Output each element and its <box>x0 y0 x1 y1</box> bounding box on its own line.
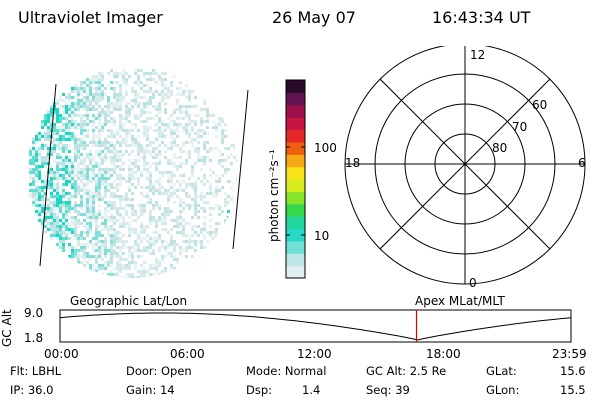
colorbar-band <box>286 228 305 242</box>
colorbar-band <box>286 203 305 217</box>
uv-image-panel <box>29 69 249 278</box>
colorbar <box>285 79 306 279</box>
colorbar-band <box>286 191 305 205</box>
colorbar-band <box>286 104 305 118</box>
colorbar-band <box>286 141 305 155</box>
mlt-label-0: 0 <box>469 276 477 290</box>
timeline-frame <box>59 309 572 343</box>
timeline-left-label: Geographic Lat/Lon <box>70 294 188 308</box>
colorbar-band <box>286 117 305 131</box>
lat-label-70: 70 <box>512 120 528 134</box>
colorbar-frame <box>285 79 306 279</box>
polar-diagonal-2 <box>379 78 551 250</box>
dsp-value: 1.4 <box>302 383 321 397</box>
timeline-ytick-bottom: 1.8 <box>24 331 44 345</box>
timeline-xtick-0000: 00:00 <box>44 347 79 361</box>
glon-value: 15.5 <box>560 383 586 397</box>
polar-grid-plot <box>344 46 586 285</box>
door-readout: Door: Open <box>126 364 192 378</box>
colorbar-band <box>286 92 305 106</box>
colorbar-tick-10: 10 <box>314 229 330 243</box>
mlt-label-12: 12 <box>470 48 486 62</box>
timeline-ylabel: GC Alt <box>0 309 14 347</box>
gc-alt-readout: GC Alt: 2.5 Re <box>366 364 447 378</box>
colorbar-band <box>286 154 305 168</box>
uv-image-speckles <box>29 69 238 278</box>
timeline-xtick-0600: 06:00 <box>170 347 205 361</box>
mlt-label-6: 6 <box>578 156 586 170</box>
time-label: 16:43:34 UT <box>432 8 531 27</box>
timeline-xtick-1800: 18:00 <box>426 347 461 361</box>
timeline-plot <box>59 309 572 343</box>
ip-readout: IP: 36.0 <box>10 383 54 397</box>
timeline-xtick-2359: 23:59 <box>552 347 587 361</box>
date-label: 26 May 07 <box>272 8 356 27</box>
colorbar-band <box>286 166 305 180</box>
terminator-line-left <box>39 83 57 267</box>
timeline-ytick-top: 9.0 <box>24 306 44 320</box>
mlt-label-18: 18 <box>345 156 361 170</box>
colorbar-band <box>286 265 305 279</box>
timeline-right-label: Apex MLat/MLT <box>415 294 505 308</box>
colorbar-band <box>286 179 305 192</box>
colorbar-band <box>286 240 305 254</box>
colorbar-unit-label: photon cm⁻²s⁻¹ <box>267 149 281 242</box>
lat-label-80: 80 <box>492 141 508 155</box>
glon-label: GLon: <box>486 383 520 397</box>
dsp-label: Dsp: <box>246 383 273 397</box>
timeline-orbit-curve <box>59 312 572 341</box>
filter-readout: Flt: LBHL <box>10 364 62 378</box>
terminator-line-right <box>232 89 249 250</box>
colorbar-band <box>286 253 305 267</box>
app-title: Ultraviolet Imager <box>18 8 163 27</box>
glat-label: GLat: <box>486 364 517 378</box>
timeline-xtick-1200: 12:00 <box>297 347 332 361</box>
glat-value: 15.6 <box>560 364 586 378</box>
colorbar-band <box>286 129 305 143</box>
lat-label-60: 60 <box>532 98 548 112</box>
colorbar-band <box>286 80 305 93</box>
seq-readout: Seq: 39 <box>366 383 410 397</box>
colorbar-gradient <box>286 80 305 279</box>
colorbar-tick-100: 100 <box>314 141 337 155</box>
gain-readout: Gain: 14 <box>126 383 175 397</box>
colorbar-band <box>286 216 305 230</box>
mode-readout: Mode: Normal <box>246 364 327 378</box>
